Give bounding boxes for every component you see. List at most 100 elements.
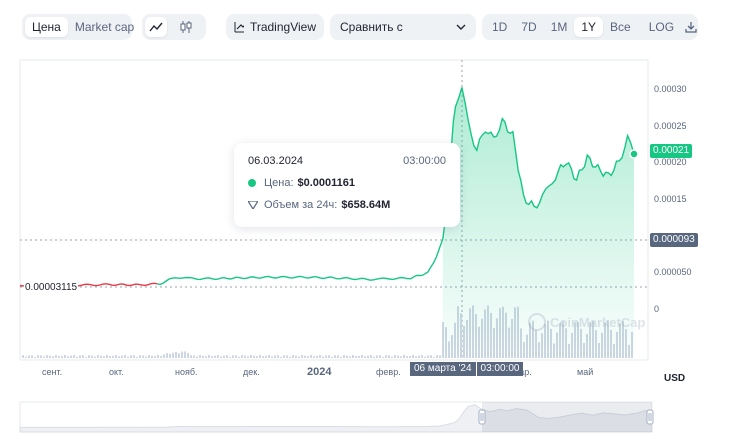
volume-bar xyxy=(334,355,336,358)
tooltip-volume-label: Объем за 24ч: xyxy=(264,199,338,211)
volume-bar xyxy=(337,355,339,358)
volume-bar xyxy=(223,355,225,358)
volume-bar xyxy=(196,356,198,358)
volume-bar xyxy=(265,355,267,358)
hover-tooltip: 06.03.2024 03:00:00 Цена: $0.0001161 Объ… xyxy=(234,143,460,227)
marketcap-tab[interactable]: Market cap xyxy=(74,20,135,34)
volume-bar xyxy=(46,355,48,358)
volume-bar xyxy=(130,355,132,358)
navigator-left-handle[interactable] xyxy=(478,409,486,425)
tooltip-price-label: Цена: xyxy=(264,177,294,189)
volume-bar xyxy=(436,355,438,358)
volume-bar xyxy=(439,355,441,358)
volume-bar xyxy=(313,356,315,358)
volume-bar xyxy=(343,355,345,358)
volume-bar xyxy=(76,356,78,358)
volume-bar xyxy=(202,355,204,358)
volume-bar xyxy=(232,355,234,358)
range-all-button[interactable]: Все xyxy=(610,20,631,34)
x-tick-label: дек. xyxy=(243,367,260,377)
volume-bar xyxy=(70,355,72,358)
price-line-above-start xyxy=(157,87,635,286)
range-selector: 1D 7D 1M 1Y Все LOG xyxy=(482,14,698,40)
volume-bar xyxy=(112,355,114,358)
navigator-mini-chart xyxy=(19,404,653,433)
range-7d-button[interactable]: 7D xyxy=(521,20,537,34)
current-price-tag: 0.00021 xyxy=(650,144,693,158)
volume-bar xyxy=(157,355,159,358)
volume-bar xyxy=(25,356,27,358)
volume-bar xyxy=(148,355,150,358)
volume-bar xyxy=(373,356,375,358)
chart-type-toggle xyxy=(142,14,206,40)
tooltip-time: 03:00:00 xyxy=(403,155,446,167)
compare-select[interactable]: Сравнить с xyxy=(330,14,476,40)
volume-bar xyxy=(295,355,297,358)
volume-icon xyxy=(248,201,258,209)
volume-bar xyxy=(412,355,414,358)
volume-bar xyxy=(142,355,144,358)
volume-bar xyxy=(271,356,273,358)
x-tick-label: сент. xyxy=(42,367,63,377)
volume-bar xyxy=(277,355,279,358)
volume-bar xyxy=(181,351,183,358)
volume-bar xyxy=(169,353,171,358)
volume-bar xyxy=(22,355,24,358)
volume-bar xyxy=(187,352,189,358)
volume-bar xyxy=(376,355,378,358)
range-1m-button[interactable]: 1M xyxy=(550,20,568,34)
coinmarketcap-watermark: CoinMarketCap xyxy=(528,313,645,331)
volume-bar xyxy=(433,356,435,358)
volume-bar xyxy=(322,356,324,358)
volume-bar xyxy=(133,355,135,358)
tooltip-date: 06.03.2024 xyxy=(248,155,304,167)
volume-bar xyxy=(226,355,228,358)
volume-bar xyxy=(382,356,384,358)
volume-bar xyxy=(199,355,201,358)
tooltip-price-value: $0.0001161 xyxy=(297,177,356,189)
volume-bar xyxy=(241,355,243,358)
tradingview-chart-icon xyxy=(234,22,244,33)
volume-bar xyxy=(331,356,333,358)
volume-bar xyxy=(79,355,81,358)
volume-bar xyxy=(280,356,282,358)
x-tick-label: май xyxy=(577,367,594,377)
candlestick-button[interactable] xyxy=(175,17,197,37)
y-tick-label: 0.00015 xyxy=(654,194,687,204)
line-chart-icon xyxy=(149,22,163,32)
coinmarketcap-logo-icon xyxy=(528,313,546,331)
range-1d-button[interactable]: 1D xyxy=(492,20,508,34)
volume-bar xyxy=(352,355,354,358)
chart-toolbar: Цена Market cap TradingView Сравнить с 1… xyxy=(0,0,730,50)
volume-bar xyxy=(184,351,186,358)
volume-bar xyxy=(229,356,231,358)
tooltip-volume-value: $658.64M xyxy=(341,199,391,211)
volume-bar xyxy=(160,356,162,358)
volume-bar xyxy=(244,355,246,358)
volume-bar xyxy=(43,356,45,358)
volume-bar xyxy=(340,356,342,358)
chevron-down-icon xyxy=(456,24,466,30)
range-1y-button[interactable]: 1Y xyxy=(574,17,604,37)
volume-bar xyxy=(253,355,255,358)
x-tick-label: окт. xyxy=(109,367,124,377)
volume-bar xyxy=(34,356,36,358)
volume-bar xyxy=(346,355,348,358)
volume-bar xyxy=(319,355,321,358)
navigator-right-handle[interactable] xyxy=(646,409,654,425)
volume-bar xyxy=(388,355,390,358)
volume-bar xyxy=(316,355,318,358)
volume-bar xyxy=(136,356,138,358)
volume-bar xyxy=(430,355,432,358)
line-chart-button[interactable] xyxy=(145,17,167,37)
navigator-selection[interactable] xyxy=(482,402,652,432)
volume-bar xyxy=(100,355,102,358)
download-button[interactable] xyxy=(685,17,697,37)
volume-bar xyxy=(262,356,264,358)
volume-bar xyxy=(85,356,87,358)
price-tab[interactable]: Цена xyxy=(25,17,68,37)
tradingview-button[interactable]: TradingView xyxy=(226,14,324,40)
log-scale-button[interactable]: LOG xyxy=(648,20,675,34)
watermark-text: CoinMarketCap xyxy=(550,315,645,330)
